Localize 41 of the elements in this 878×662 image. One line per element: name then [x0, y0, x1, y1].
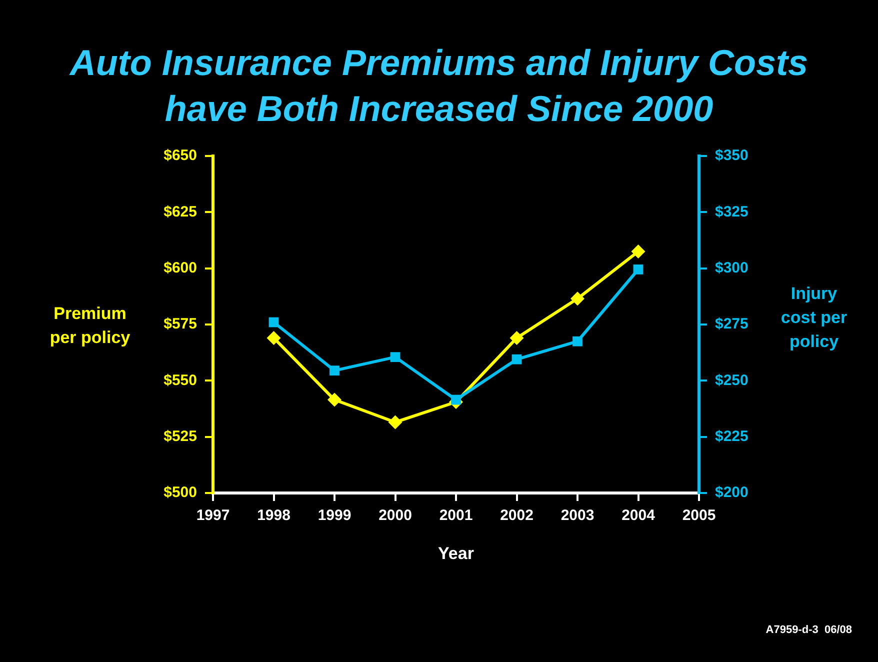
- y-tick-label: $525: [164, 428, 197, 445]
- point: [388, 415, 402, 430]
- y-tick-label: $625: [164, 203, 197, 220]
- y2-tick-label: $350: [715, 147, 748, 164]
- point: [572, 336, 582, 346]
- x-tick-label: 2002: [500, 507, 534, 524]
- y2-tick-label: $250: [715, 372, 748, 389]
- point: [631, 244, 646, 258]
- y2-tick-label: $225: [715, 428, 748, 445]
- x-tick-label: 2000: [378, 507, 412, 524]
- point: [266, 330, 281, 345]
- y2-tick-label: $325: [715, 203, 748, 220]
- y-axis-title: Premium per policy: [48, 303, 132, 349]
- x-tick-label: 2001: [439, 507, 473, 524]
- y2-tick-label: $275: [715, 316, 748, 333]
- x-axis-title: Year: [437, 544, 475, 564]
- y2-axis-title: Injury cost per policy: [780, 283, 848, 353]
- point: [330, 366, 340, 376]
- chart-title: Auto Insurance Premiums and Injury Costs have Both Increased Since 2000: [68, 41, 810, 131]
- x-tick-label: 1997: [196, 507, 230, 524]
- y2-tick-label: $200: [715, 484, 748, 502]
- y-tick-label: $550: [164, 372, 197, 389]
- y-tick-label: $600: [164, 259, 197, 276]
- point: [512, 354, 522, 364]
- point: [268, 317, 279, 328]
- point: [451, 394, 461, 405]
- y-tick-label: $650: [164, 147, 197, 164]
- point: [570, 292, 584, 306]
- x-tick-label: 1999: [318, 507, 352, 524]
- point: [390, 352, 400, 362]
- x-tick-label: 2003: [560, 507, 594, 524]
- point: [328, 392, 342, 407]
- y-tick-label: $575: [164, 316, 197, 333]
- y2-tick-label: $300: [715, 259, 748, 276]
- y-tick-label: $500: [164, 484, 197, 502]
- x-tick-label: 1998: [257, 507, 290, 524]
- text: A7959-d-3 06/08: [766, 624, 852, 636]
- x-tick-label: 2005: [682, 507, 716, 524]
- point: [633, 264, 644, 274]
- point: [510, 330, 524, 345]
- x-tick-label: 2004: [622, 507, 656, 524]
